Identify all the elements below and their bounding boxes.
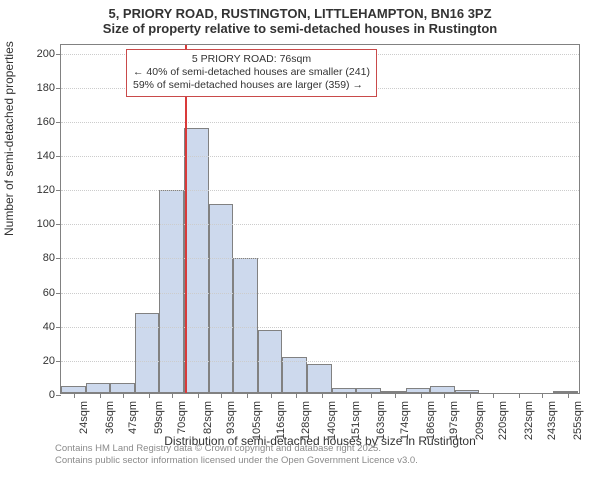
gridline-h: [61, 361, 579, 362]
histogram-bar: [159, 190, 184, 393]
gridline-h: [61, 122, 579, 123]
x-tick-mark: [371, 393, 372, 398]
y-tick-label: 180: [37, 82, 55, 94]
x-tick-label: 24sqm: [78, 401, 90, 434]
footer-line-2: Contains public sector information licen…: [55, 455, 418, 466]
x-tick-mark: [519, 393, 520, 398]
y-tick-label: 0: [49, 389, 55, 401]
y-tick-mark: [56, 327, 61, 328]
x-tick-mark: [322, 393, 323, 398]
y-tick-mark: [56, 54, 61, 55]
x-tick-mark: [100, 393, 101, 398]
annotation-box: 5 PRIORY ROAD: 76sqm ← 40% of semi-detac…: [126, 49, 377, 97]
histogram-bar: [209, 204, 234, 394]
y-axis-label: Number of semi-detached properties: [2, 41, 16, 236]
y-tick-mark: [56, 224, 61, 225]
x-tick-mark: [198, 393, 199, 398]
histogram-bar: [110, 383, 135, 393]
y-tick-mark: [56, 361, 61, 362]
histogram-bar: [233, 258, 258, 393]
y-tick-label: 160: [37, 116, 55, 128]
gridline-h: [61, 156, 579, 157]
x-tick-mark: [470, 393, 471, 398]
y-tick-label: 120: [37, 184, 55, 196]
x-tick-mark: [421, 393, 422, 398]
x-tick-mark: [271, 393, 272, 398]
gridline-h: [61, 190, 579, 191]
x-tick-label: 47sqm: [127, 401, 139, 434]
y-tick-mark: [56, 293, 61, 294]
chart-container: Number of semi-detached properties 5 PRI…: [0, 36, 600, 466]
footer-line-1: Contains HM Land Registry data © Crown c…: [55, 443, 418, 454]
x-tick-mark: [123, 393, 124, 398]
annotation-line-1: ← 40% of semi-detached houses are smalle…: [133, 66, 370, 79]
y-tick-label: 40: [43, 321, 55, 333]
x-tick-mark: [149, 393, 150, 398]
y-tick-label: 100: [37, 218, 55, 230]
chart-titles: 5, PRIORY ROAD, RUSTINGTON, LITTLEHAMPTO…: [0, 0, 600, 36]
x-tick-mark: [493, 393, 494, 398]
y-tick-label: 80: [43, 252, 55, 264]
x-tick-mark: [568, 393, 569, 398]
x-tick-mark: [172, 393, 173, 398]
histogram-bar: [135, 313, 160, 393]
x-tick-label: 36sqm: [104, 401, 116, 434]
histogram-bar: [356, 388, 381, 393]
title-line-1: 5, PRIORY ROAD, RUSTINGTON, LITTLEHAMPTO…: [0, 6, 600, 21]
histogram-bar: [455, 390, 480, 393]
x-tick-label: 93sqm: [225, 401, 237, 434]
y-tick-mark: [56, 190, 61, 191]
x-tick-mark: [395, 393, 396, 398]
histogram-bar: [86, 383, 111, 393]
histogram-bar: [61, 386, 86, 393]
x-tick-mark: [247, 393, 248, 398]
x-tick-label: 59sqm: [153, 401, 165, 434]
footer-attribution: Contains HM Land Registry data © Crown c…: [55, 443, 418, 466]
x-tick-mark: [74, 393, 75, 398]
histogram-bar: [430, 386, 455, 393]
annotation-line-2: 59% of semi-detached houses are larger (…: [133, 79, 370, 92]
histogram-bar: [406, 388, 431, 393]
gridline-h: [61, 258, 579, 259]
histogram-bar: [332, 388, 357, 393]
annotation-title: 5 PRIORY ROAD: 76sqm: [133, 53, 370, 66]
histogram-bar: [553, 391, 578, 393]
y-tick-mark: [56, 122, 61, 123]
gridline-h: [61, 293, 579, 294]
y-tick-label: 60: [43, 287, 55, 299]
x-tick-label: 70sqm: [176, 401, 188, 434]
gridline-h: [61, 327, 579, 328]
x-tick-mark: [542, 393, 543, 398]
y-tick-mark: [56, 395, 61, 396]
y-tick-mark: [56, 258, 61, 259]
histogram-bar: [184, 128, 209, 393]
histogram-bar: [307, 364, 332, 393]
y-tick-mark: [56, 88, 61, 89]
x-tick-mark: [296, 393, 297, 398]
histogram-bar: [282, 357, 307, 393]
x-tick-label: 82sqm: [202, 401, 214, 434]
y-tick-mark: [56, 156, 61, 157]
x-tick-mark: [221, 393, 222, 398]
y-tick-label: 140: [37, 150, 55, 162]
histogram-bar: [381, 391, 406, 393]
x-tick-mark: [444, 393, 445, 398]
y-tick-label: 200: [37, 48, 55, 60]
title-line-2: Size of property relative to semi-detach…: [0, 21, 600, 36]
y-tick-label: 20: [43, 355, 55, 367]
plot-area: 5 PRIORY ROAD: 76sqm ← 40% of semi-detac…: [60, 44, 580, 394]
x-tick-mark: [346, 393, 347, 398]
gridline-h: [61, 224, 579, 225]
